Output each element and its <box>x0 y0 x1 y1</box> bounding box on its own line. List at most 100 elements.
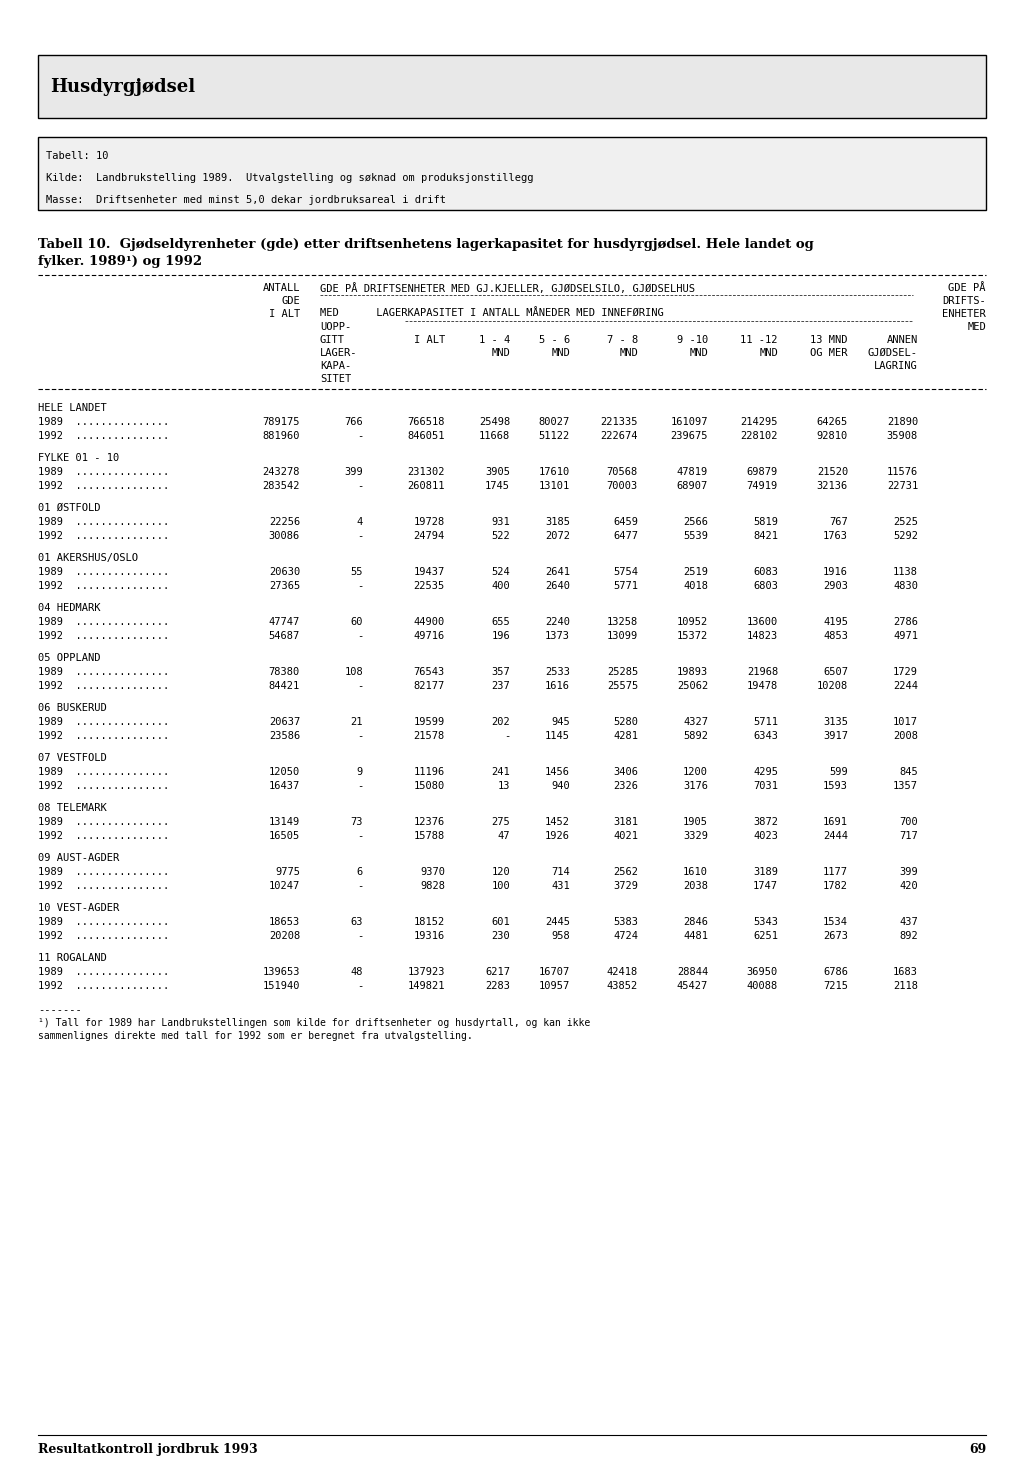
Text: 7031: 7031 <box>753 781 778 791</box>
Text: 2240: 2240 <box>545 617 570 628</box>
Text: 1145: 1145 <box>545 731 570 741</box>
Text: 1989  ...............: 1989 ............... <box>38 767 169 778</box>
Text: 13 MND: 13 MND <box>811 335 848 345</box>
Text: 4018: 4018 <box>683 581 708 591</box>
Text: 1992  ...............: 1992 ............... <box>38 980 169 991</box>
Text: 80027: 80027 <box>539 417 570 426</box>
Text: 241: 241 <box>492 767 510 778</box>
Text: 1989  ...............: 1989 ............... <box>38 567 169 578</box>
Text: GDE PÅ DRIFTSENHETER MED GJ.KJELLER, GJØDSELSILO, GJØDSELHUS: GDE PÅ DRIFTSENHETER MED GJ.KJELLER, GJØ… <box>319 284 695 294</box>
Text: 19316: 19316 <box>414 931 445 941</box>
Text: 2786: 2786 <box>893 617 918 628</box>
Text: 51122: 51122 <box>539 431 570 441</box>
Text: 11196: 11196 <box>414 767 445 778</box>
Text: 1373: 1373 <box>545 631 570 641</box>
Text: ¹) Tall for 1989 har Landbrukstellingen som kilde for driftsenheter og husdyrtal: ¹) Tall for 1989 har Landbrukstellingen … <box>38 1019 590 1028</box>
Text: 1534: 1534 <box>823 917 848 928</box>
Text: 1992  ...............: 1992 ............... <box>38 531 169 541</box>
Text: 19478: 19478 <box>746 681 778 691</box>
Text: 1729: 1729 <box>893 667 918 678</box>
Text: 767: 767 <box>829 517 848 528</box>
Text: GDE PÅ: GDE PÅ <box>948 284 986 293</box>
Text: 10957: 10957 <box>539 980 570 991</box>
Text: 68907: 68907 <box>677 481 708 491</box>
Text: 4023: 4023 <box>753 831 778 841</box>
Text: -: - <box>356 681 362 691</box>
Text: 44900: 44900 <box>414 617 445 628</box>
Text: 9370: 9370 <box>420 867 445 878</box>
Text: 120: 120 <box>492 867 510 878</box>
Text: 2444: 2444 <box>823 831 848 841</box>
Text: 2673: 2673 <box>823 931 848 941</box>
Text: 5754: 5754 <box>613 567 638 578</box>
Text: 20208: 20208 <box>268 931 300 941</box>
Text: 47: 47 <box>498 831 510 841</box>
Text: 1992  ...............: 1992 ............... <box>38 831 169 841</box>
Text: 1989  ...............: 1989 ............... <box>38 917 169 928</box>
Text: 149821: 149821 <box>408 980 445 991</box>
Text: 2562: 2562 <box>613 867 638 878</box>
Text: ANTALL: ANTALL <box>262 284 300 293</box>
Text: GITT: GITT <box>319 335 345 345</box>
Text: 01 ØSTFOLD: 01 ØSTFOLD <box>38 503 100 513</box>
Text: 1992  ...............: 1992 ............... <box>38 781 169 791</box>
Text: 7 - 8: 7 - 8 <box>607 335 638 345</box>
Text: 6507: 6507 <box>823 667 848 678</box>
Text: 69879: 69879 <box>746 467 778 476</box>
Text: Masse:  Driftsenheter med minst 5,0 dekar jordbruksareal i drift: Masse: Driftsenheter med minst 5,0 dekar… <box>46 196 446 204</box>
Text: 55: 55 <box>350 567 362 578</box>
Text: UOPP-: UOPP- <box>319 322 351 332</box>
Text: 717: 717 <box>899 831 918 841</box>
Text: 846051: 846051 <box>408 431 445 441</box>
Text: LAGRING: LAGRING <box>874 362 918 370</box>
Text: 70568: 70568 <box>607 467 638 476</box>
Text: 54687: 54687 <box>268 631 300 641</box>
Text: 21890: 21890 <box>887 417 918 426</box>
Text: 4021: 4021 <box>613 831 638 841</box>
Text: 1989  ...............: 1989 ............... <box>38 717 169 728</box>
Text: 1017: 1017 <box>893 717 918 728</box>
Text: 1992  ...............: 1992 ............... <box>38 481 169 491</box>
Text: 6477: 6477 <box>613 531 638 541</box>
Text: LAGER-: LAGER- <box>319 348 357 359</box>
Text: 4327: 4327 <box>683 717 708 728</box>
Text: 1200: 1200 <box>683 767 708 778</box>
Text: 28844: 28844 <box>677 967 708 978</box>
Text: 845: 845 <box>899 767 918 778</box>
Text: 74919: 74919 <box>746 481 778 491</box>
Text: HELE LANDET: HELE LANDET <box>38 403 106 413</box>
Text: 1616: 1616 <box>545 681 570 691</box>
Text: 63: 63 <box>350 917 362 928</box>
Text: 10 VEST-AGDER: 10 VEST-AGDER <box>38 903 119 913</box>
Text: 20630: 20630 <box>268 567 300 578</box>
Text: 10208: 10208 <box>817 681 848 691</box>
Text: 40088: 40088 <box>746 980 778 991</box>
Text: 5280: 5280 <box>613 717 638 728</box>
Text: 4830: 4830 <box>893 581 918 591</box>
Text: 1763: 1763 <box>823 531 848 541</box>
Text: 11576: 11576 <box>887 467 918 476</box>
Text: 4281: 4281 <box>613 731 638 741</box>
Text: MND: MND <box>759 348 778 359</box>
Text: 202: 202 <box>492 717 510 728</box>
Text: 3917: 3917 <box>823 731 848 741</box>
Text: 892: 892 <box>899 931 918 941</box>
Text: 13600: 13600 <box>746 617 778 628</box>
Text: 19599: 19599 <box>414 717 445 728</box>
Text: Kilde:  Landbrukstelling 1989.  Utvalgstelling og søknad om produksjonstillegg: Kilde: Landbrukstelling 1989. Utvalgstel… <box>46 173 534 182</box>
Text: 4: 4 <box>356 517 362 528</box>
Text: 420: 420 <box>899 881 918 891</box>
Text: 69: 69 <box>969 1444 986 1455</box>
Text: 3329: 3329 <box>683 831 708 841</box>
Text: -: - <box>356 980 362 991</box>
Text: SITET: SITET <box>319 373 351 384</box>
Text: 945: 945 <box>551 717 570 728</box>
Text: MED: MED <box>968 322 986 332</box>
Text: 6343: 6343 <box>753 731 778 741</box>
Text: 7215: 7215 <box>823 980 848 991</box>
Text: 275: 275 <box>492 817 510 828</box>
Text: FYLKE 01 - 10: FYLKE 01 - 10 <box>38 453 119 463</box>
Text: 1992  ...............: 1992 ............... <box>38 581 169 591</box>
Text: 3189: 3189 <box>753 867 778 878</box>
Text: 17610: 17610 <box>539 467 570 476</box>
